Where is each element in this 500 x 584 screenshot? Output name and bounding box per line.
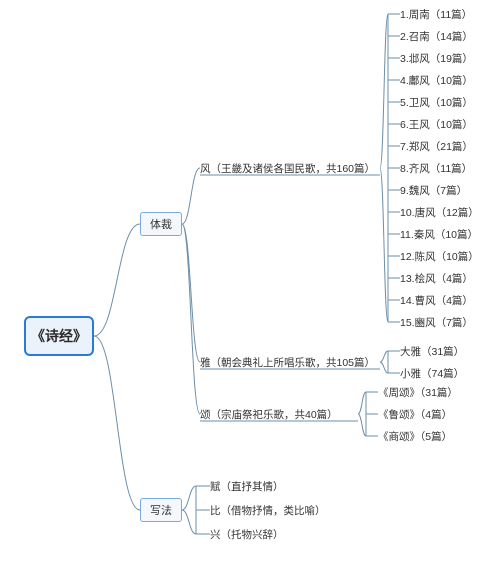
- leaf-ya-0: 大雅（31篇）: [400, 343, 464, 359]
- leaf-song-1: 《鲁颂》（4篇）: [378, 406, 452, 422]
- branch-label-song: 颂（宗庙祭祀乐歌，共40篇）: [200, 406, 338, 422]
- root-node: 《诗经》: [24, 316, 94, 356]
- leaf-feng-13: 14.曹风（4篇）: [400, 292, 473, 308]
- leaf-method-2: 兴（托物兴辞）: [210, 526, 284, 542]
- leaf-feng-0: 1.周南（11篇）: [400, 6, 472, 22]
- leaf-feng-8: 9.魏风（7篇）: [400, 182, 467, 198]
- leaf-method-1: 比（借物抒情，类比喻）: [210, 502, 326, 518]
- leaf-method-0: 赋（直抒其情）: [210, 478, 284, 494]
- branch-label-feng: 风（王畿及诸侯各国民歌，共160篇）: [200, 160, 375, 176]
- leaf-feng-5: 6.王风（10篇）: [400, 116, 473, 132]
- genre-box: 体裁: [140, 212, 182, 236]
- method-box: 写法: [140, 498, 182, 522]
- leaf-feng-12: 13.桧风（4篇）: [400, 270, 473, 286]
- leaf-feng-6: 7.郑风（21篇）: [400, 138, 473, 154]
- leaf-feng-7: 8.齐风（11篇）: [400, 160, 472, 176]
- leaf-feng-11: 12.陈风（10篇）: [400, 248, 479, 264]
- leaf-song-2: 《商颂》（5篇）: [378, 428, 452, 444]
- leaf-feng-1: 2.召南（14篇）: [400, 28, 473, 44]
- leaf-feng-10: 11.秦风（10篇）: [400, 226, 478, 242]
- leaf-feng-14: 15.豳风（7篇）: [400, 314, 473, 330]
- leaf-feng-2: 3.邶风（19篇）: [400, 50, 473, 66]
- leaf-song-0: 《周颂》（31篇）: [378, 384, 458, 400]
- leaf-feng-9: 10.唐风（12篇）: [400, 204, 479, 220]
- leaf-ya-1: 小雅（74篇）: [400, 365, 464, 381]
- leaf-feng-3: 4.鄘风（10篇）: [400, 72, 473, 88]
- branch-label-ya: 雅（朝会典礼上所唱乐歌，共105篇）: [200, 354, 375, 370]
- leaf-feng-4: 5.卫风（10篇）: [400, 94, 473, 110]
